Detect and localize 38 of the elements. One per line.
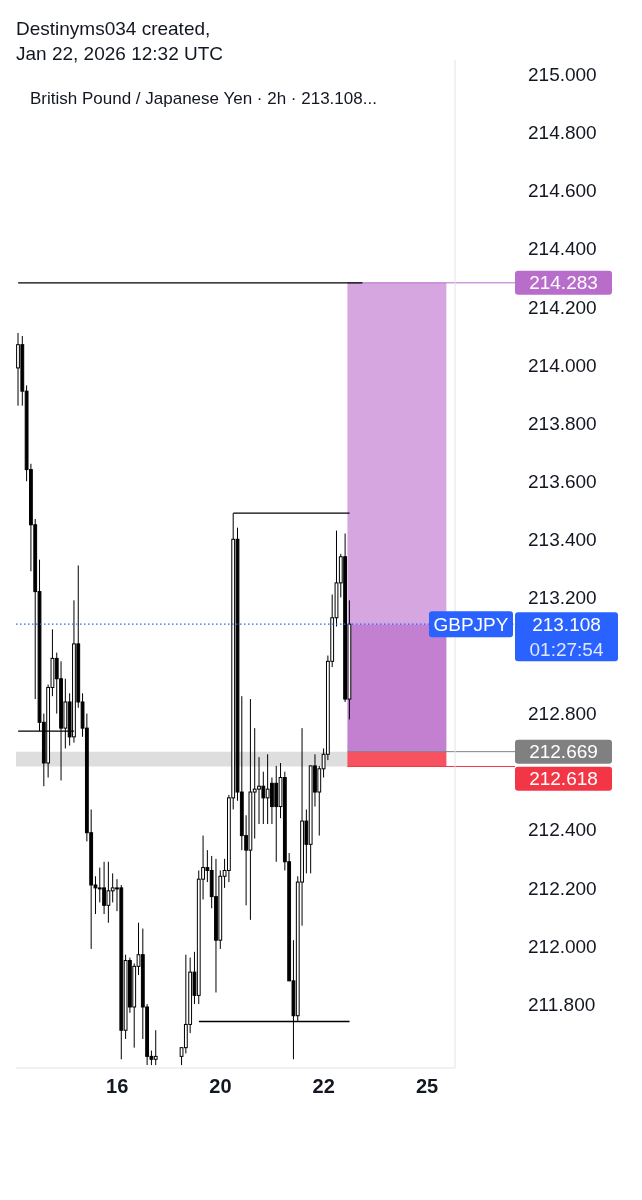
y-tick-label: 212.400 (528, 819, 597, 841)
y-tick-label: 212.800 (528, 703, 597, 725)
text: British Pound / Japanese Yen · 2h · 213.108... (30, 88, 377, 108)
candlestick (106, 861, 111, 924)
ref-line-label: 212.669 (529, 741, 598, 763)
candlestick (274, 765, 279, 863)
x-tick-label: 20 (209, 1075, 232, 1097)
candlestick (183, 954, 188, 1054)
y-tick-label: 212.000 (528, 935, 597, 957)
y-tick-label: 213.400 (528, 528, 597, 550)
y-tick-label: 215.000 (528, 64, 597, 86)
y-tick-label: 213.600 (528, 470, 597, 492)
y-tick-label: 213.800 (528, 412, 597, 434)
candlestick (265, 753, 270, 825)
y-tick-label: 214.400 (528, 238, 597, 260)
ref-line-label: 212.618 (529, 768, 598, 790)
y-tick-label: 214.000 (528, 354, 597, 376)
y-tick-label: 214.200 (528, 296, 597, 318)
ref-line-label: 213.108 (532, 613, 601, 635)
candlestick (16, 332, 20, 407)
annotation: Jan 22, 2026 12:32 UTC (16, 42, 224, 64)
y-tick-label: 214.600 (528, 180, 597, 202)
x-tick-label: 22 (312, 1075, 335, 1097)
candlestick (257, 756, 261, 825)
text: Destinyms034 created, (16, 17, 211, 39)
annotation: GBPJPY (433, 613, 509, 635)
candlestick (153, 1029, 158, 1066)
x-tick-label: 16 (106, 1075, 129, 1097)
text: 01:27:54 (529, 638, 604, 660)
x-tick-label: 25 (415, 1075, 439, 1097)
ref-line-label: 214.283 (529, 272, 598, 294)
y-tick-label: 211.800 (528, 993, 596, 1015)
candlestick (270, 777, 274, 825)
candlestick (97, 867, 102, 903)
y-tick-label: 213.200 (528, 587, 597, 609)
candlestick (102, 861, 106, 915)
y-tick-label: 214.800 (528, 122, 597, 144)
y-tick-label: 212.200 (528, 877, 597, 899)
